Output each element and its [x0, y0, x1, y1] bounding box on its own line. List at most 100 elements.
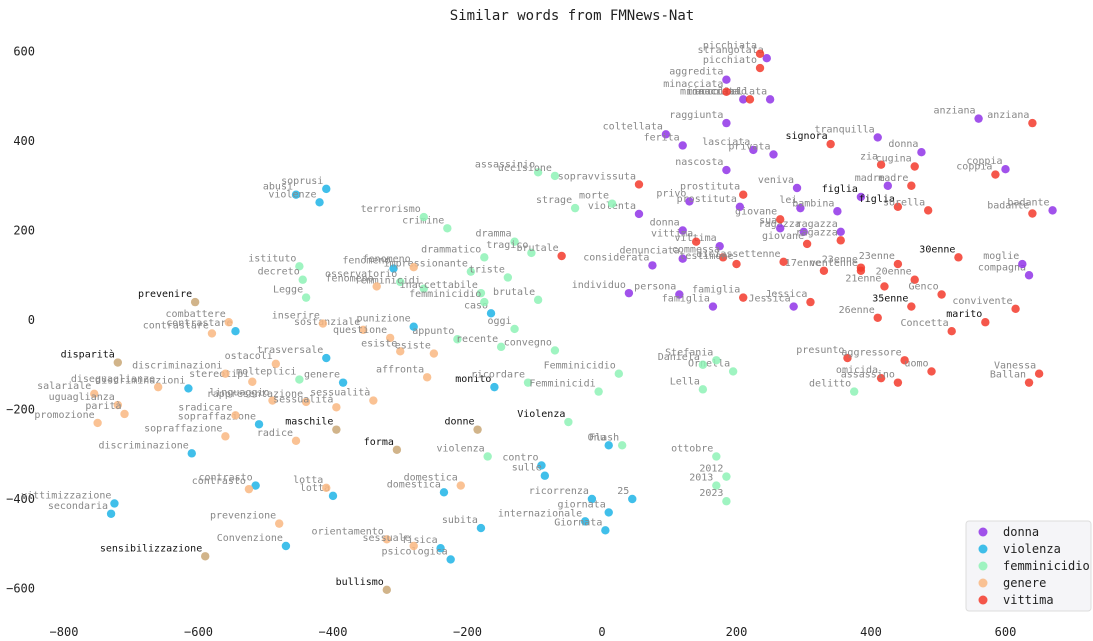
data-point [419, 212, 428, 222]
data-point [396, 347, 405, 356]
data-point [735, 202, 745, 211]
data-point [880, 282, 889, 291]
point-label: discriminazioni [132, 361, 222, 372]
point-label: 26enne [839, 305, 875, 316]
data-point [728, 367, 738, 376]
data-point [765, 95, 775, 104]
point-label: affronta [376, 364, 424, 375]
point-label: uguaglianza [49, 392, 115, 403]
data-point [473, 425, 482, 434]
point-label: famiglia [662, 294, 710, 305]
data-point [480, 297, 489, 307]
point-label: sulle [512, 463, 542, 474]
data-point [93, 418, 102, 428]
point-label: Lella [670, 376, 700, 387]
point-label: drammatico [421, 244, 481, 255]
data-point [110, 499, 119, 508]
point-label: Jessica [765, 289, 807, 300]
data-point [789, 302, 798, 311]
point-label: 2013 [689, 473, 713, 484]
point-label: marito [946, 309, 982, 320]
point-label: ventenne [810, 258, 858, 269]
data-point [533, 295, 543, 305]
x-tick-label: −600 [184, 625, 213, 639]
data-point [947, 326, 956, 336]
point-label: appunto [412, 326, 454, 337]
point-label: tragico [486, 240, 528, 251]
data-point [1018, 259, 1027, 269]
point-label: brutale [493, 287, 535, 298]
point-label: domestica [387, 479, 441, 490]
data-point [295, 262, 304, 271]
point-label: tranquilla [815, 124, 875, 135]
data-point [587, 494, 597, 504]
point-label: Convenzione [217, 533, 283, 544]
point-label: aggredita [669, 67, 723, 78]
point-label: questione [333, 325, 387, 336]
data-point [893, 259, 903, 269]
point-label: maschile [285, 417, 333, 428]
data-point [722, 118, 731, 128]
data-point [893, 378, 903, 387]
point-label: rappresentazione [207, 389, 303, 400]
data-point [1024, 271, 1034, 280]
data-point [322, 353, 331, 363]
point-label: signora [785, 131, 827, 142]
point-label: anziana [933, 106, 975, 117]
data-point [281, 541, 291, 551]
data-point [715, 241, 724, 251]
point-label: parità [85, 400, 121, 412]
plot-area: strangolataaggreditaminacciataaccoltella… [21, 41, 1057, 595]
data-point [792, 183, 802, 193]
data-point [745, 95, 755, 104]
data-point [907, 302, 916, 311]
point-label: 23enne [859, 251, 895, 262]
legend-label: femminicidio [1003, 559, 1090, 573]
point-label: nascosta [675, 157, 723, 168]
data-point [954, 253, 963, 262]
point-label: violenza [437, 443, 485, 454]
data-point [550, 171, 560, 181]
data-point [755, 63, 765, 73]
point-label: secondaria [48, 501, 108, 512]
data-point [301, 293, 311, 302]
data-point [873, 313, 882, 322]
data-point [779, 257, 788, 267]
point-label: contro [502, 452, 538, 463]
data-point [678, 226, 687, 235]
data-point [392, 445, 402, 454]
data-point [372, 282, 381, 291]
point-label: individuo [572, 280, 626, 291]
data-point [712, 452, 721, 461]
data-point [429, 349, 439, 358]
legend-marker [978, 527, 988, 537]
data-point [617, 441, 627, 450]
point-label: vittima [651, 229, 693, 240]
data-point [806, 297, 815, 307]
data-point [712, 356, 721, 365]
point-label: Jessica [749, 294, 791, 305]
data-point [1024, 378, 1034, 387]
data-point [1034, 369, 1044, 378]
point-label: fenomeno [326, 273, 374, 284]
data-point [634, 209, 644, 219]
point-label: minacciato [687, 86, 747, 97]
point-label: domestica [404, 473, 458, 484]
y-tick-label: −400 [6, 492, 35, 506]
data-point [338, 378, 348, 387]
point-label: Violenza [517, 409, 565, 420]
data-point [557, 251, 566, 261]
point-label: ricorrenza [529, 486, 589, 497]
point-label: donna [888, 139, 918, 150]
data-point [826, 139, 835, 149]
point-label: coppia [956, 162, 992, 173]
data-point [271, 359, 281, 369]
data-point [439, 488, 449, 497]
series-vittima: picchiata picchiato minacciato sopravvissut… [516, 41, 1044, 387]
data-point [614, 369, 624, 378]
point-label: genere [304, 370, 340, 381]
data-point [776, 224, 785, 233]
point-label: trasversale [257, 345, 323, 356]
point-label: triste [469, 264, 505, 275]
data-point [90, 389, 99, 399]
